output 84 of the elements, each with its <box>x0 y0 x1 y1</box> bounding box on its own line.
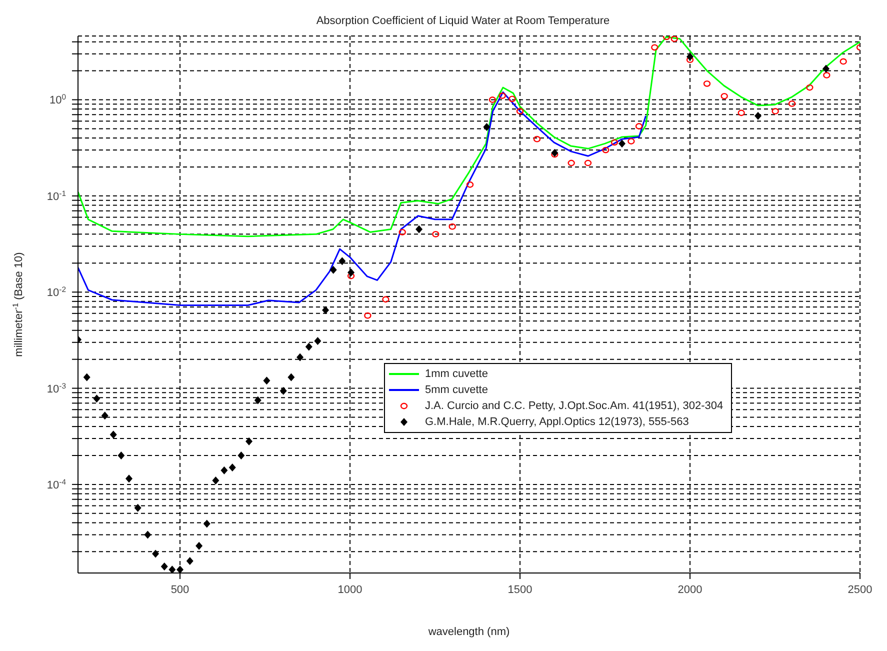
point <box>466 181 474 188</box>
point <box>296 353 304 362</box>
point <box>160 562 168 571</box>
point <box>610 139 618 146</box>
point <box>432 230 440 238</box>
point <box>126 474 132 483</box>
point <box>686 56 694 64</box>
point <box>212 476 220 484</box>
point <box>618 140 626 148</box>
point <box>772 108 779 114</box>
point <box>483 123 490 132</box>
point <box>314 337 322 346</box>
point <box>83 373 90 382</box>
legend-label: J.A. Curcio and C.C. Petty, J.Opt.Soc.Am. 41(1951), 302-304 <box>425 400 724 412</box>
point <box>263 376 270 385</box>
y-tick-label: 10$^{-2}$ <box>46 284 66 300</box>
point <box>254 396 262 404</box>
point <box>840 58 847 65</box>
point <box>498 92 506 99</box>
point <box>220 466 228 474</box>
legend-label: 1mm cuvette <box>425 368 488 380</box>
point <box>110 430 117 439</box>
point <box>488 96 496 103</box>
point <box>822 64 830 73</box>
point <box>651 44 658 51</box>
point <box>134 504 142 512</box>
point <box>806 84 814 91</box>
point <box>144 530 152 539</box>
point <box>686 52 694 61</box>
point <box>196 542 203 550</box>
point <box>338 257 346 266</box>
point <box>382 296 390 303</box>
point <box>628 138 635 144</box>
legend-label: 5mm cuvette <box>425 384 488 396</box>
x-axis-title: wavelength (nm) <box>427 626 510 638</box>
point <box>348 268 355 276</box>
point <box>516 108 524 114</box>
x-tick-label: 2000 <box>678 584 702 596</box>
point <box>738 110 745 116</box>
y-tick-label: 10$^{0}$ <box>49 92 66 107</box>
line-series <box>78 91 647 306</box>
point <box>670 36 678 42</box>
chart-title: Absorption Coefficient of Liquid Water at Room Temperature <box>316 15 610 27</box>
point <box>823 72 830 78</box>
point <box>448 223 456 230</box>
point <box>364 312 372 319</box>
point <box>93 394 100 403</box>
point <box>186 556 194 565</box>
legend-label: G.M.Hale, M.R.Querry, Appl.Optics 12(1973), 555-563 <box>425 416 689 428</box>
point <box>754 112 762 120</box>
point <box>238 451 245 460</box>
y-tick-label: 10$^{-3}$ <box>46 380 66 396</box>
point <box>330 266 337 274</box>
x-tick-label: 1500 <box>508 584 532 596</box>
point <box>508 96 516 102</box>
point <box>635 123 643 130</box>
point <box>602 146 610 154</box>
x-tick-label: 500 <box>170 584 190 596</box>
point <box>246 437 253 446</box>
point <box>533 136 541 142</box>
point <box>118 451 125 460</box>
point <box>347 272 355 280</box>
point <box>788 100 796 107</box>
point <box>168 566 176 573</box>
point <box>322 306 330 314</box>
x-tick-label: 2500 <box>848 584 872 596</box>
point <box>176 566 184 573</box>
point <box>584 160 592 166</box>
point <box>101 412 108 420</box>
y-tick-label: 10$^{-1}$ <box>46 188 66 203</box>
point <box>416 225 423 234</box>
point <box>568 160 575 166</box>
y-tick-label: 10$^{-4}$ <box>46 476 67 492</box>
point <box>398 228 406 236</box>
point <box>280 386 287 395</box>
point <box>703 80 711 87</box>
point <box>551 148 558 157</box>
point <box>305 342 312 351</box>
point <box>720 92 728 100</box>
x-tick-label: 1000 <box>338 584 362 596</box>
point <box>288 373 295 382</box>
point <box>152 550 160 558</box>
point <box>203 520 210 528</box>
point <box>228 464 236 472</box>
